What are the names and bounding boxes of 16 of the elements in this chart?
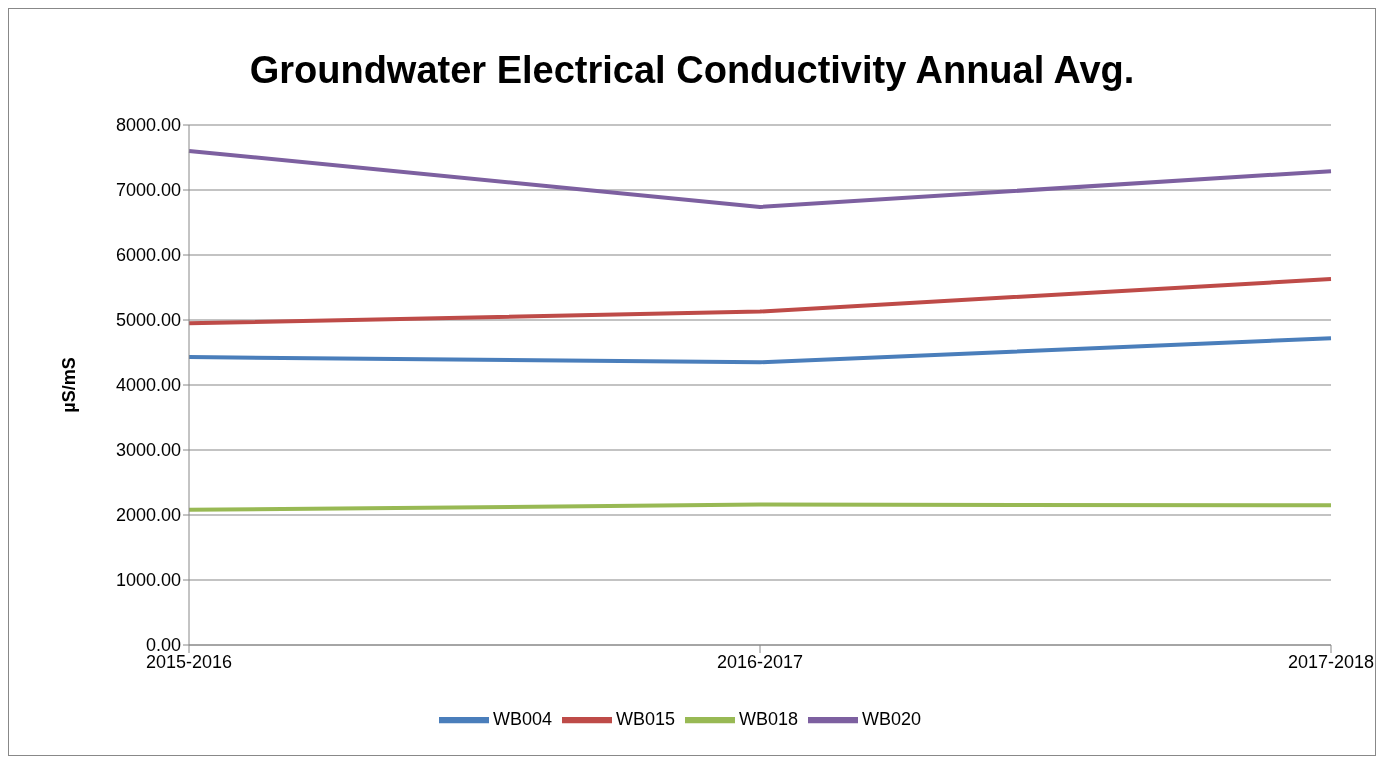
y-axis-title: µS/mS — [59, 357, 80, 413]
y-tick-label: 1000.00 — [115, 570, 181, 591]
y-tick-label: 5000.00 — [115, 310, 181, 331]
legend-label: WB018 — [739, 708, 799, 729]
x-tick-label: 2017-2018 — [1287, 651, 1375, 672]
legend-label: WB020 — [862, 708, 922, 729]
y-tick-label: 3000.00 — [115, 440, 181, 461]
legend-label: WB015 — [615, 708, 675, 729]
chart-title: Groundwater Electrical Conductivity Annual Avg. — [248, 49, 1136, 92]
y-tick-label: 8000.00 — [115, 115, 181, 136]
y-tick-label: 7000.00 — [115, 180, 181, 201]
y-tick-label: 4000.00 — [115, 375, 181, 396]
y-tick-label: 2000.00 — [115, 505, 181, 526]
x-tick-label: 2016-2017 — [716, 651, 804, 672]
y-tick-label: 6000.00 — [115, 245, 181, 266]
legend-label: WB004 — [492, 708, 552, 729]
